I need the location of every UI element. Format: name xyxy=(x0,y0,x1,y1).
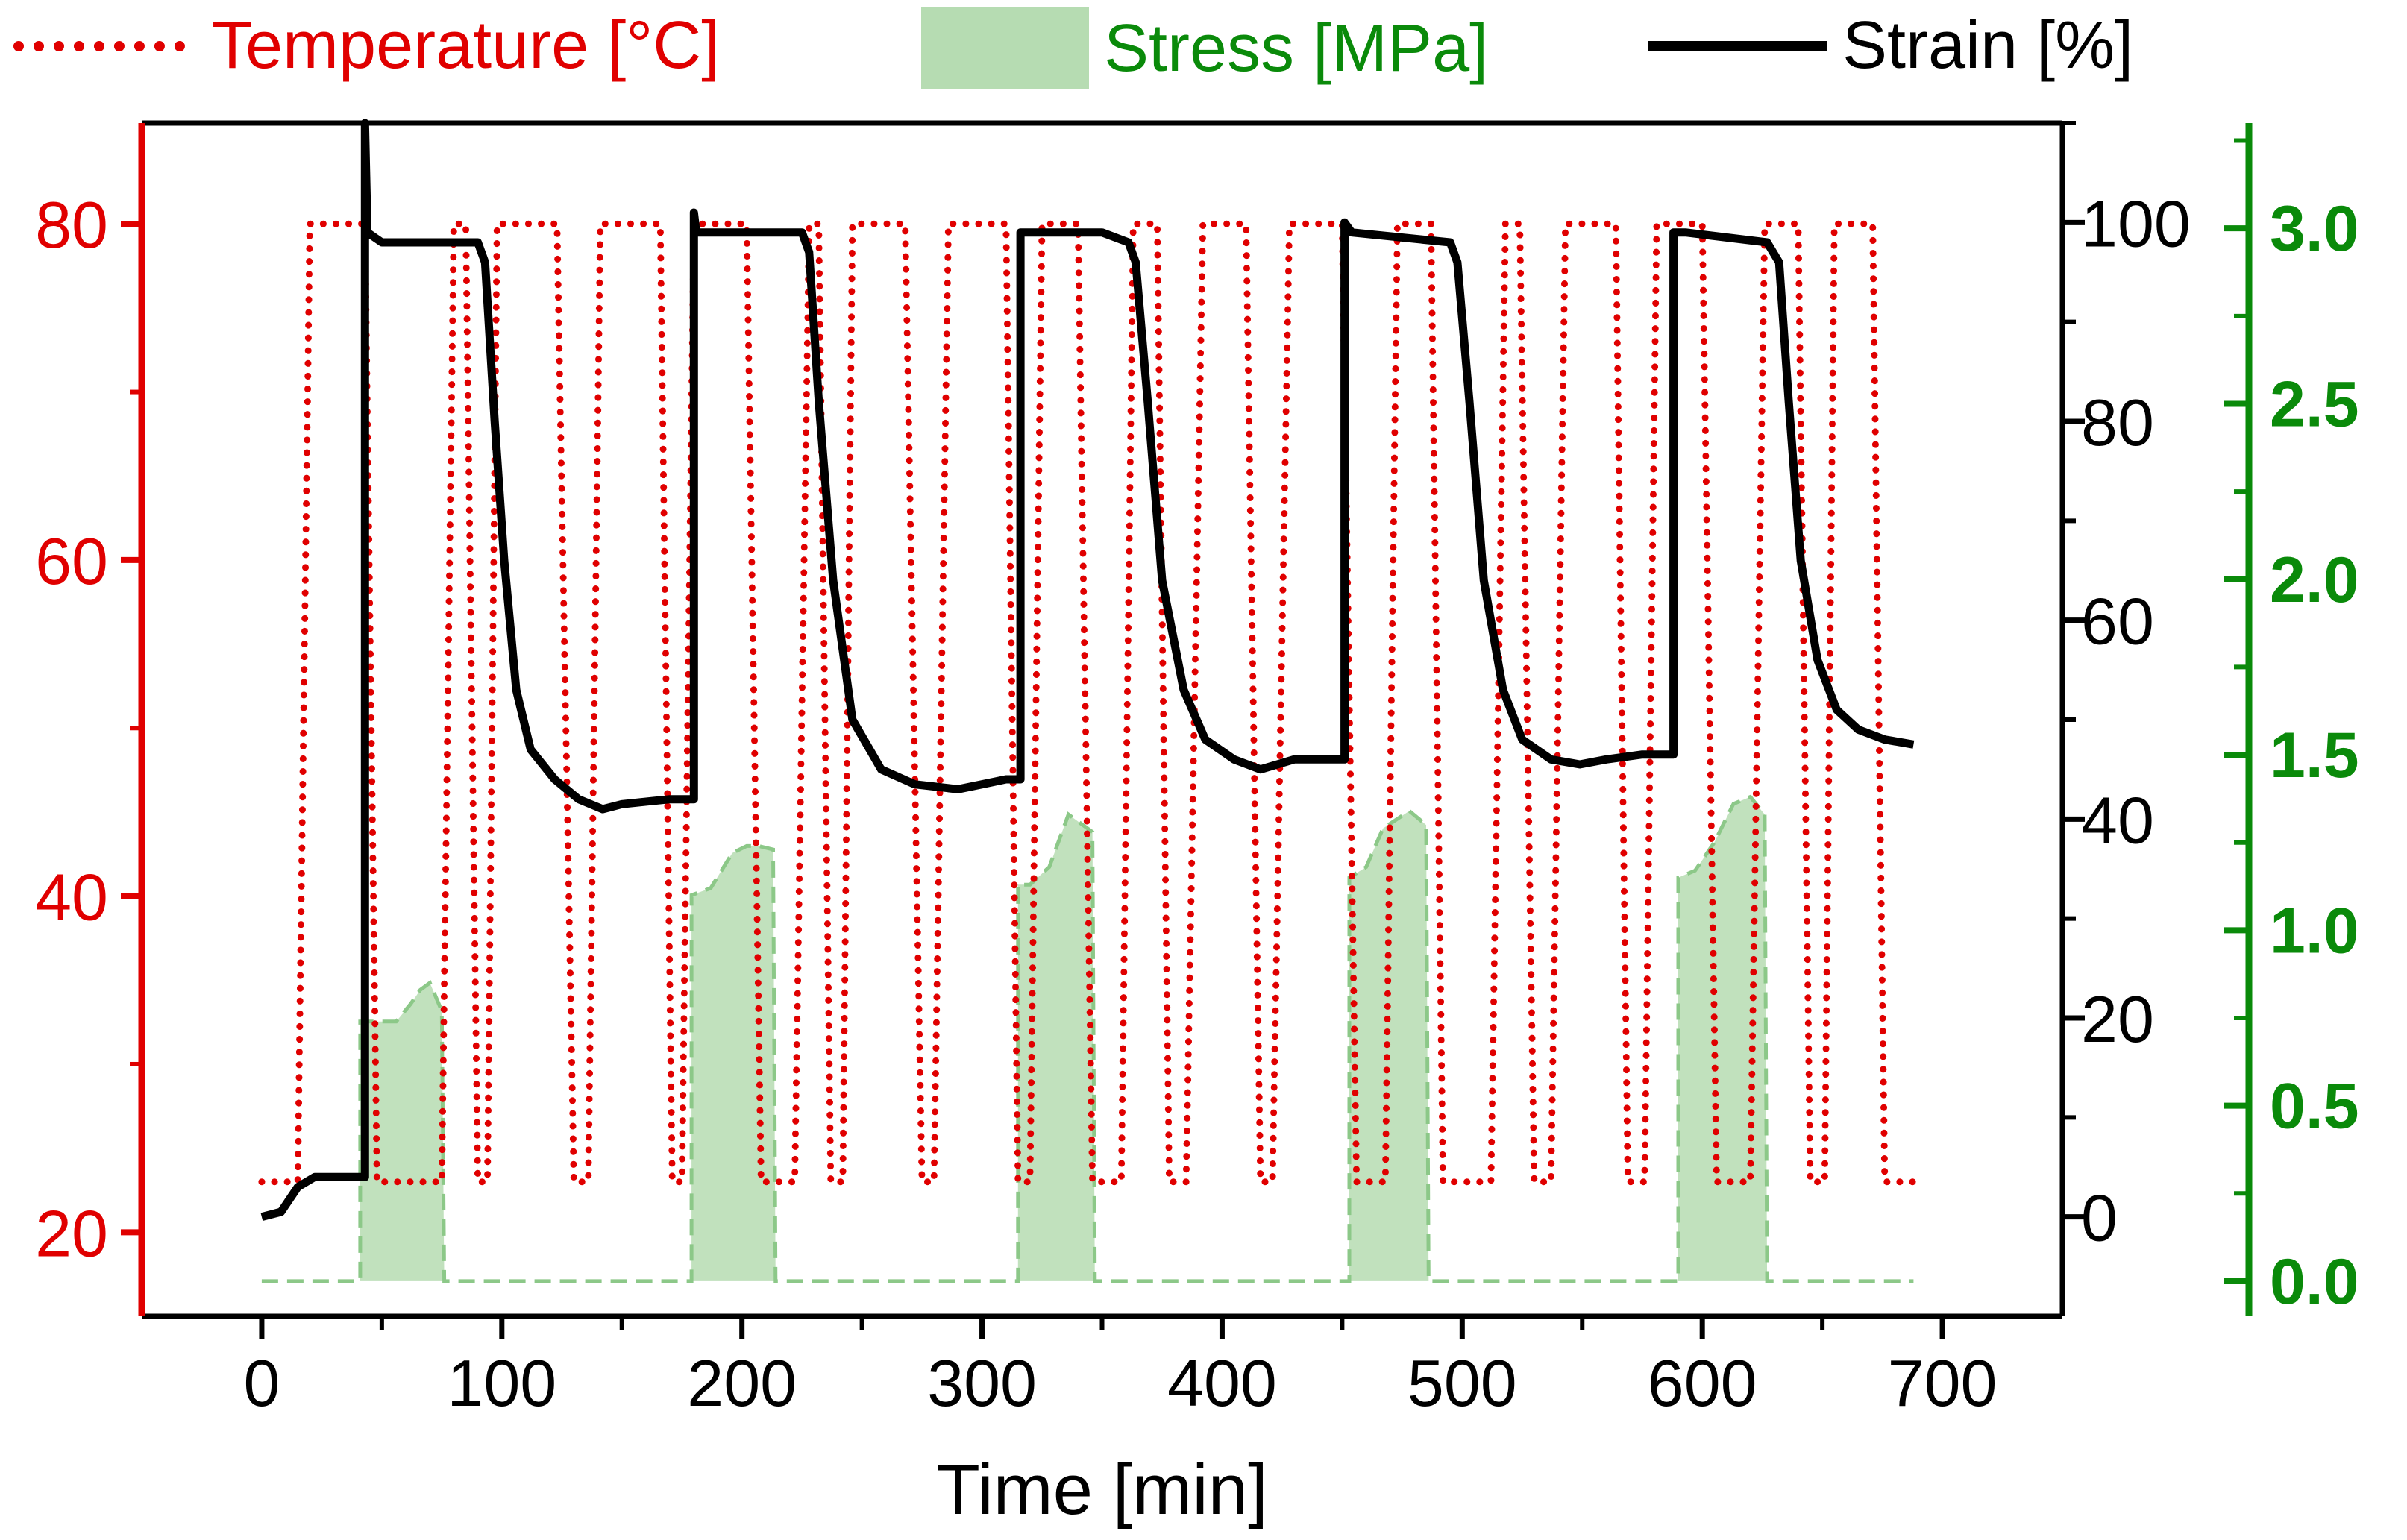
strain-series xyxy=(260,119,1915,1222)
strain-line xyxy=(260,119,1915,1222)
legend-temperature-swatch xyxy=(13,40,185,51)
x-tick-label: 0 xyxy=(243,1346,280,1420)
legend-stress-label: Stress [MPa] xyxy=(1104,10,1489,86)
x-tick-label: 600 xyxy=(1648,1346,1757,1420)
axes: 0 100 200 300 400 500 600 700 20 40 60 80 0 20 40 60 80 1… xyxy=(35,121,2359,1420)
legend-strain: Strain [%] xyxy=(1648,7,2133,84)
legend-strain-label: Strain [%] xyxy=(1842,8,2134,83)
stress-tick-label: 0.0 xyxy=(2270,1246,2359,1318)
temperature-line xyxy=(258,220,1917,1186)
strain-tick-label: 40 xyxy=(2081,783,2154,857)
temp-tick-label: 40 xyxy=(35,861,108,934)
legend-stress-swatch xyxy=(921,7,1089,89)
legend-strain-swatch xyxy=(1648,40,1827,51)
legend-temperature: Temperature [°C] xyxy=(13,7,720,84)
x-tick-label: 400 xyxy=(1167,1346,1277,1420)
temp-tick-label: 80 xyxy=(35,188,108,262)
stress-tick-label: 2.5 xyxy=(2270,368,2359,440)
strain-tick-label: 60 xyxy=(2081,585,2154,659)
x-tick-label: 300 xyxy=(927,1346,1037,1420)
strain-tick-label: 100 xyxy=(2081,186,2191,260)
x-tick-label: 200 xyxy=(687,1346,797,1420)
x-tick-label: 100 xyxy=(447,1346,556,1420)
legend-temperature-label: Temperature [°C] xyxy=(212,8,721,83)
stress-tick-label: 1.5 xyxy=(2270,720,2359,791)
legend-stress: Stress [MPa] xyxy=(921,7,1488,89)
stress-outline xyxy=(261,794,1914,1283)
stress-tick-label: 1.0 xyxy=(2270,895,2359,967)
strain-tick-label: 20 xyxy=(2081,982,2154,1056)
strain-tick-label: 80 xyxy=(2081,386,2154,459)
strain-tick-label: 0 xyxy=(2081,1181,2118,1255)
temp-tick-label: 20 xyxy=(35,1196,108,1270)
temperature-series xyxy=(258,220,1917,1186)
x-tick-label: 500 xyxy=(1408,1346,1517,1420)
x-axis-title: Time [min] xyxy=(936,1450,1267,1530)
stress-tick-label: 3.0 xyxy=(2270,193,2359,265)
temp-tick-label: 60 xyxy=(35,524,108,598)
stress-tick-label: 2.0 xyxy=(2270,544,2359,616)
x-tick-label: 700 xyxy=(1888,1346,1998,1420)
stress-tick-label: 0.5 xyxy=(2270,1071,2359,1143)
